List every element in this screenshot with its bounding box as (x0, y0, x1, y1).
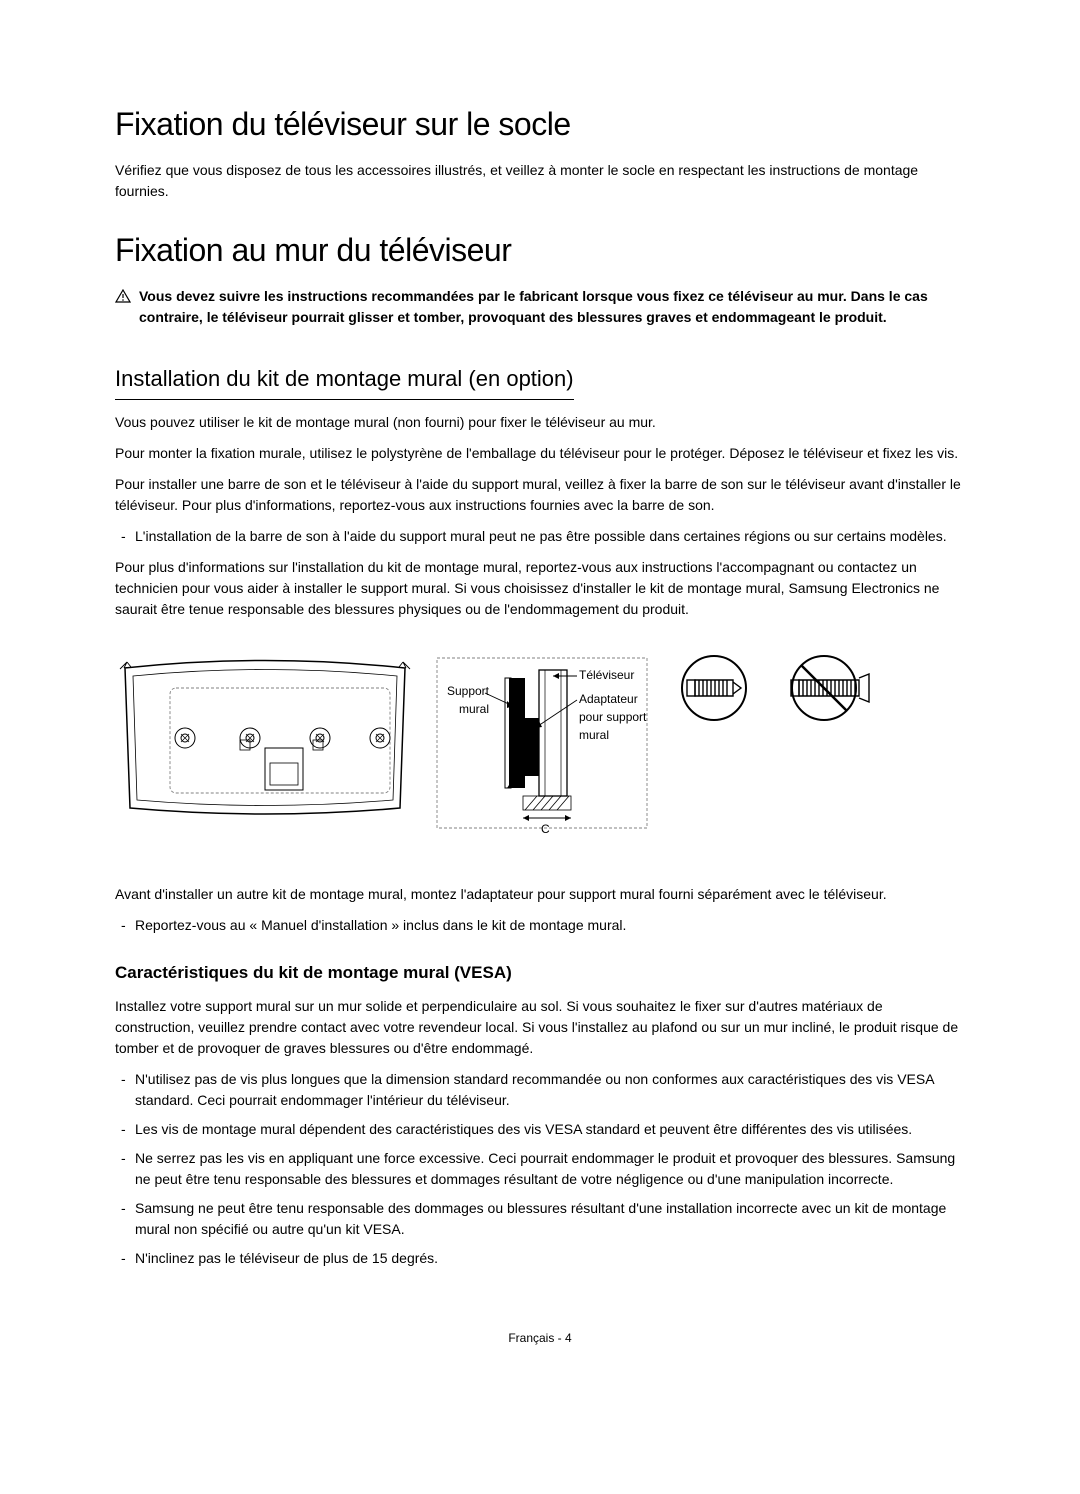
section2-title: Fixation au mur du téléviseur (115, 226, 965, 274)
warning-text: Vous devez suivre les instructions recom… (139, 286, 965, 328)
label-adapter: Adaptateur pour support mural (579, 690, 651, 744)
section1-p1: Vérifiez que vous disposez de tous les a… (115, 160, 965, 202)
label-support: Support mural (439, 682, 489, 718)
install-p2: Pour monter la fixation murale, utilisez… (115, 443, 965, 464)
install-p3: Pour installer une barre de son et le té… (115, 474, 965, 516)
vesa-p1: Installez votre support mural sur un mur… (115, 996, 965, 1059)
diagram-tv-back (115, 648, 415, 834)
list-item: L'installation de la barre de son à l'ai… (115, 526, 965, 547)
vesa-bullets: N'utilisez pas de vis plus longues que l… (115, 1069, 965, 1269)
vesa-heading: Caractéristiques du kit de montage mural… (115, 960, 965, 986)
diagram-row: Support mural Téléviseur Adaptateur pour… (115, 648, 965, 844)
warning-icon (115, 288, 131, 309)
label-tv: Téléviseur (579, 666, 634, 684)
section1-title: Fixation du téléviseur sur le socle (115, 100, 965, 148)
install-heading: Installation du kit de montage mural (en… (115, 362, 574, 400)
diagram-screws (669, 648, 879, 734)
list-item: Les vis de montage mural dépendent des c… (115, 1119, 965, 1140)
list-item: Ne serrez pas les vis en appliquant une … (115, 1148, 965, 1190)
after-diagram-p1: Avant d'installer un autre kit de montag… (115, 884, 965, 905)
list-item: N'utilisez pas de vis plus longues que l… (115, 1069, 965, 1111)
install-bullets: L'installation de la barre de son à l'ai… (115, 526, 965, 547)
warning-block: Vous devez suivre les instructions recom… (115, 286, 965, 328)
page-footer: Français - 4 (115, 1329, 965, 1347)
install-p4: Pour plus d'informations sur l'installat… (115, 557, 965, 620)
install-p1: Vous pouvez utiliser le kit de montage m… (115, 412, 965, 433)
list-item: Samsung ne peut être tenu responsable de… (115, 1198, 965, 1240)
label-c: C (541, 820, 550, 838)
diagram-cross-section: Support mural Téléviseur Adaptateur pour… (427, 648, 657, 844)
list-item: N'inclinez pas le téléviseur de plus de … (115, 1248, 965, 1269)
after-diagram-bullets: Reportez-vous au « Manuel d'installation… (115, 915, 965, 936)
list-item: Reportez-vous au « Manuel d'installation… (115, 915, 965, 936)
